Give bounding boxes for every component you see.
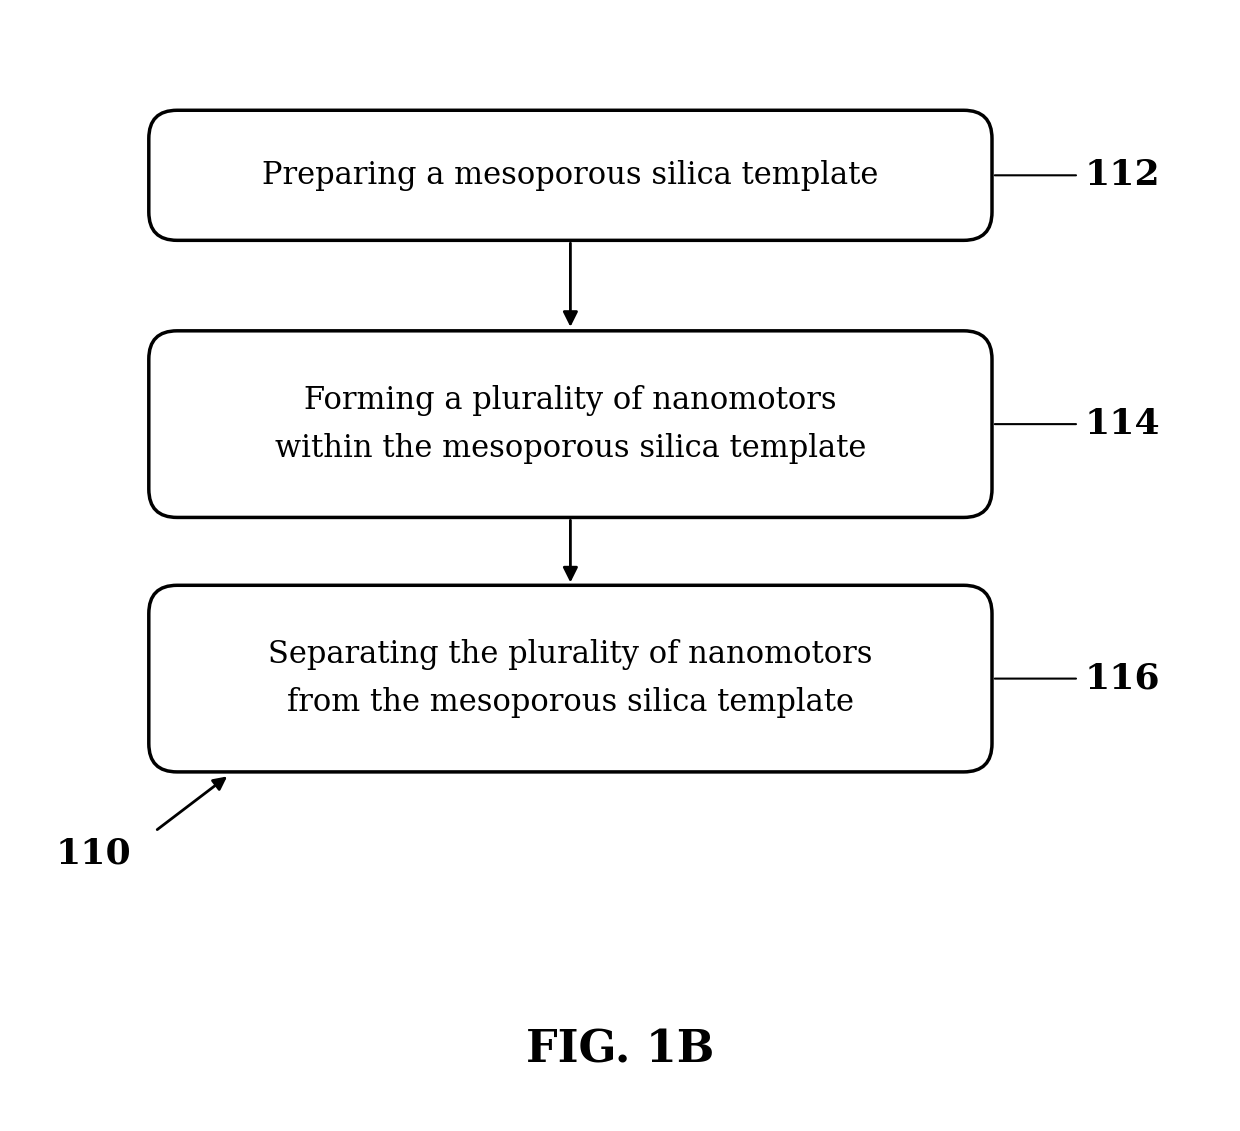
Text: Preparing a mesoporous silica template: Preparing a mesoporous silica template: [262, 159, 879, 191]
Text: 110: 110: [55, 837, 131, 871]
Text: 114: 114: [1085, 407, 1161, 441]
Text: 116: 116: [1085, 662, 1161, 696]
Text: Separating the plurality of nanomotors
from the mesoporous silica template: Separating the plurality of nanomotors f…: [268, 639, 873, 718]
Text: 112: 112: [1085, 158, 1161, 192]
FancyBboxPatch shape: [149, 586, 992, 772]
FancyBboxPatch shape: [149, 111, 992, 241]
FancyBboxPatch shape: [149, 331, 992, 518]
Text: Forming a plurality of nanomotors
within the mesoporous silica template: Forming a plurality of nanomotors within…: [275, 385, 866, 464]
Text: FIG. 1B: FIG. 1B: [526, 1028, 714, 1071]
